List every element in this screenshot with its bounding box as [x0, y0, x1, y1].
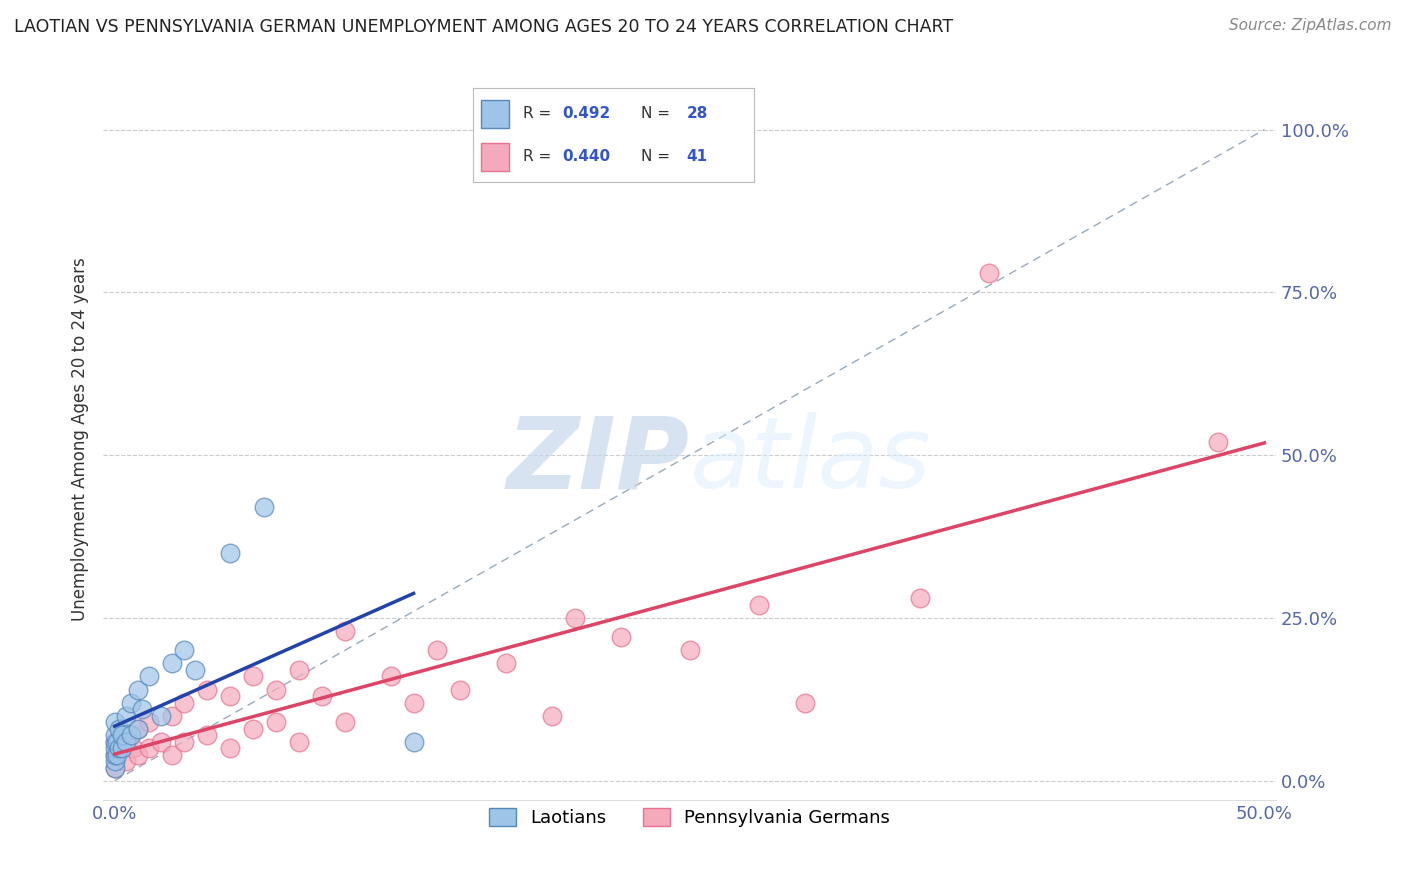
- Point: [120, 696, 142, 710]
- Point: [108, 722, 131, 736]
- Point: [110, 728, 132, 742]
- Point: [287, 734, 309, 748]
- Point: [564, 611, 586, 625]
- Point: [333, 715, 356, 730]
- Point: [104, 734, 127, 748]
- Point: [264, 715, 287, 730]
- Text: atlas: atlas: [689, 412, 931, 509]
- Point: [115, 754, 138, 768]
- Point: [160, 657, 183, 671]
- Point: [110, 741, 132, 756]
- Point: [402, 734, 425, 748]
- Point: [173, 643, 195, 657]
- Legend: Laotians, Pennsylvania Germans: Laotians, Pennsylvania Germans: [482, 801, 897, 835]
- Point: [104, 747, 127, 762]
- Point: [426, 643, 449, 657]
- Point: [104, 754, 127, 768]
- Point: [104, 741, 127, 756]
- Point: [218, 741, 240, 756]
- Point: [105, 734, 128, 748]
- Point: [402, 696, 425, 710]
- Point: [678, 643, 700, 657]
- Point: [115, 734, 138, 748]
- Point: [127, 682, 149, 697]
- Point: [449, 682, 471, 697]
- Point: [105, 747, 128, 762]
- Point: [160, 747, 183, 762]
- Point: [242, 669, 264, 683]
- Point: [104, 747, 127, 762]
- Point: [149, 734, 172, 748]
- Point: [287, 663, 309, 677]
- Point: [104, 761, 127, 775]
- Point: [138, 669, 160, 683]
- Point: [173, 696, 195, 710]
- Point: [160, 708, 183, 723]
- Point: [908, 591, 931, 606]
- Point: [104, 734, 127, 748]
- Point: [138, 741, 160, 756]
- Point: [253, 500, 276, 515]
- Point: [264, 682, 287, 697]
- Point: [333, 624, 356, 638]
- Point: [127, 747, 149, 762]
- Point: [195, 728, 218, 742]
- Point: [104, 715, 127, 730]
- Point: [104, 728, 127, 742]
- Point: [184, 663, 207, 677]
- Point: [173, 734, 195, 748]
- Point: [122, 741, 145, 756]
- Point: [747, 598, 769, 612]
- Point: [149, 708, 172, 723]
- Point: [115, 708, 138, 723]
- Point: [793, 696, 815, 710]
- Point: [242, 722, 264, 736]
- Point: [380, 669, 402, 683]
- Point: [311, 689, 333, 703]
- Point: [540, 708, 562, 723]
- Point: [127, 722, 149, 736]
- Point: [131, 702, 153, 716]
- Point: [218, 546, 240, 560]
- Point: [977, 266, 1000, 280]
- Text: LAOTIAN VS PENNSYLVANIA GERMAN UNEMPLOYMENT AMONG AGES 20 TO 24 YEARS CORRELATIO: LAOTIAN VS PENNSYLVANIA GERMAN UNEMPLOYM…: [14, 18, 953, 36]
- Point: [120, 728, 142, 742]
- Point: [218, 689, 240, 703]
- Point: [609, 631, 631, 645]
- Y-axis label: Unemployment Among Ages 20 to 24 years: Unemployment Among Ages 20 to 24 years: [72, 257, 89, 621]
- Point: [495, 657, 517, 671]
- Point: [127, 722, 149, 736]
- Point: [108, 741, 131, 756]
- Text: Source: ZipAtlas.com: Source: ZipAtlas.com: [1229, 18, 1392, 33]
- Point: [195, 682, 218, 697]
- Point: [104, 761, 127, 775]
- Point: [138, 715, 160, 730]
- Text: ZIP: ZIP: [506, 412, 689, 509]
- Point: [1208, 435, 1230, 450]
